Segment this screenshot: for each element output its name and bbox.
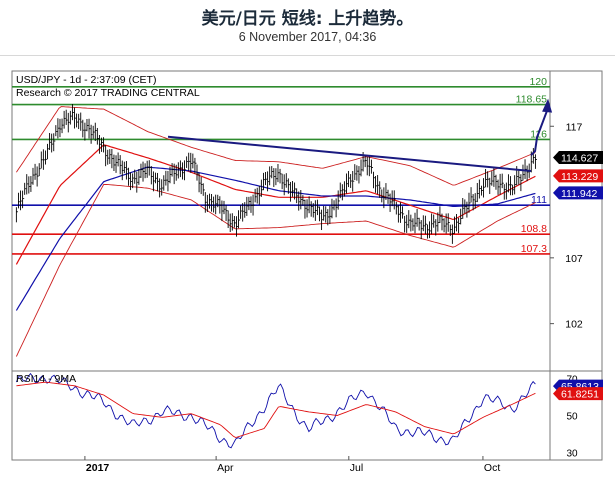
x-tick-label: 2017 <box>86 462 110 474</box>
resistance-trendline <box>167 135 532 172</box>
price-value-flag-bg <box>553 169 603 183</box>
rsi-y-tick-label: 50 <box>566 412 578 423</box>
price-chart-subtitle: Research © 2017 TRADING CENTRAL <box>16 87 200 99</box>
level-label: 118.65 <box>516 94 547 106</box>
band-upper-line <box>16 106 536 186</box>
header-separator <box>0 55 615 56</box>
rsi-ma-line <box>16 381 536 438</box>
x-tick-label: Apr <box>217 462 234 474</box>
level-label: 120 <box>529 76 547 88</box>
price-value-flag: 111.942 <box>561 188 598 200</box>
price-chart-title: USD/JPY - 1d - 2:37:09 (CET) <box>16 74 156 86</box>
forecast-arrow-head <box>542 98 553 113</box>
x-tick-label: Oct <box>484 462 500 474</box>
price-value-flag-bg <box>553 150 603 164</box>
rsi-value-flag-bg <box>553 387 603 401</box>
rsi-value-flag: 61.8251 <box>561 389 599 401</box>
rsi-y-tick-label: 30 <box>566 449 578 460</box>
price-value-flag: 113.229 <box>561 171 598 183</box>
price-panel-frame <box>11 70 551 372</box>
page-title: 美元/日元 短线: 上升趋势。 <box>201 9 414 29</box>
page-subtitle: 6 November 2017, 04:36 <box>238 30 377 44</box>
level-label: 108.8 <box>521 223 547 235</box>
forecast-arrow-shaft <box>530 110 549 156</box>
price-y-tick-label: 107 <box>565 253 583 265</box>
moving-average-line <box>15 144 536 265</box>
rsi-line <box>15 372 536 449</box>
price-axis-frame <box>549 70 603 372</box>
price-y-tick-label: 117 <box>566 121 583 133</box>
moving-average-line <box>15 166 536 311</box>
x-tick-label: Jul <box>350 462 363 474</box>
level-label: 111 <box>531 194 547 206</box>
price-value-flag-bg <box>553 186 603 200</box>
price-value-flag: 114.627 <box>561 152 598 164</box>
rsi-chart-title: RSI14 - 9MA <box>16 373 76 385</box>
price-y-tick-label: 102 <box>565 319 583 331</box>
level-label: 107.3 <box>521 243 547 255</box>
band-lower-line <box>15 183 536 357</box>
